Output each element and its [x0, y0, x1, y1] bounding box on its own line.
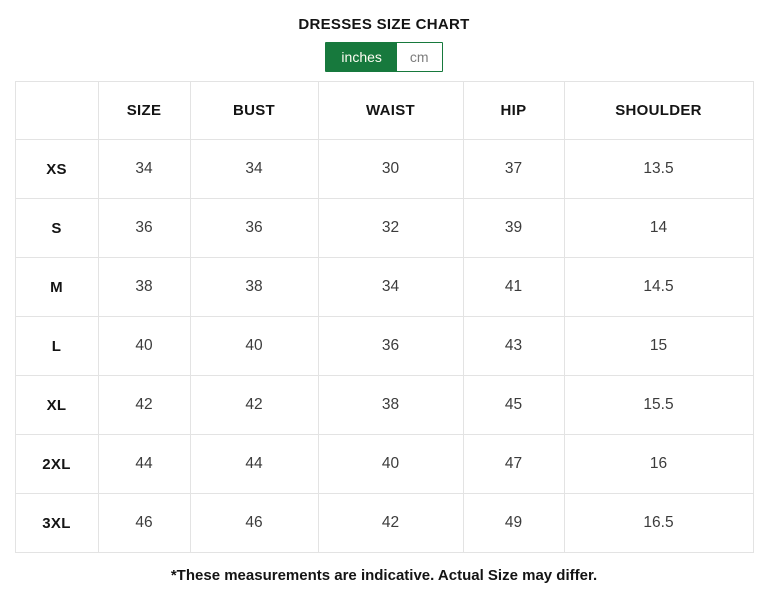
- row-label-l: L: [14, 316, 99, 376]
- disclaimer-footnote: *These measurements are indicative. Actu…: [170, 567, 598, 584]
- size-chart-table: SIZE BUST WAIST HIP SHOULDER XS 34 34 30 37 13.5 S…: [14, 81, 754, 553]
- measurement-cell: 47: [462, 434, 565, 494]
- row-label-2xl: 2XL: [14, 434, 99, 494]
- unit-toggle-wrapper: inches cm: [0, 42, 768, 72]
- measurement-cell: 46: [189, 493, 319, 553]
- measurement-cell: 42: [189, 375, 319, 435]
- measurement-cell: 13.5: [563, 139, 754, 199]
- measurement-cell: 43: [462, 316, 565, 376]
- row-label-xl: XL: [14, 375, 99, 435]
- measurement-cell: 39: [462, 198, 565, 258]
- measurement-cell: 42: [317, 493, 464, 553]
- measurement-cell: 16.5: [563, 493, 754, 553]
- page-title: DRESSES SIZE CHART: [298, 16, 470, 33]
- measurement-cell: 14.5: [563, 257, 754, 317]
- column-header-waist: WAIST: [317, 81, 464, 140]
- column-header-size: SIZE: [97, 81, 191, 140]
- table-row: XL 42 42 38 45 15.5: [14, 375, 754, 435]
- row-label-m: M: [14, 257, 99, 317]
- measurement-cell: 15: [563, 316, 754, 376]
- measurement-cell: 34: [317, 257, 464, 317]
- measurement-cell: 44: [97, 434, 191, 494]
- measurement-cell: 38: [97, 257, 191, 317]
- measurement-cell: 32: [317, 198, 464, 258]
- measurement-cell: 41: [462, 257, 565, 317]
- measurement-cell: 40: [189, 316, 319, 376]
- measurement-cell: 38: [317, 375, 464, 435]
- measurement-cell: 36: [189, 198, 319, 258]
- table-row: 2XL 44 44 40 47 16: [14, 434, 754, 494]
- header-row: SIZE BUST WAIST HIP SHOULDER: [14, 81, 754, 140]
- measurement-cell: 37: [462, 139, 565, 199]
- measurement-cell: 40: [317, 434, 464, 494]
- row-label-3xl: 3XL: [14, 493, 99, 553]
- measurement-cell: 42: [97, 375, 191, 435]
- measurement-cell: 49: [462, 493, 565, 553]
- measurement-cell: 45: [462, 375, 565, 435]
- measurement-cell: 34: [97, 139, 191, 199]
- measurement-cell: 14: [563, 198, 754, 258]
- table-row: S 36 36 32 39 14: [14, 198, 754, 258]
- measurement-cell: 30: [317, 139, 464, 199]
- column-header-bust: BUST: [189, 81, 319, 140]
- measurement-cell: 15.5: [563, 375, 754, 435]
- row-label-xs: XS: [14, 139, 99, 199]
- measurement-cell: 46: [97, 493, 191, 553]
- measurement-cell: 38: [189, 257, 319, 317]
- measurement-cell: 44: [189, 434, 319, 494]
- table-row: XS 34 34 30 37 13.5: [14, 139, 754, 199]
- measurement-cell: 16: [563, 434, 754, 494]
- measurement-cell: 36: [317, 316, 464, 376]
- column-header-shoulder: SHOULDER: [563, 81, 754, 140]
- column-header-hip: HIP: [462, 81, 565, 140]
- table-body: XS 34 34 30 37 13.5 S 36 36 32 39 14 M 38 38 34 41 14.5 L 4…: [14, 139, 754, 553]
- table-row: L 40 40 36 43 15: [14, 316, 754, 376]
- unit-toggle-inches-button[interactable]: inches: [326, 43, 397, 71]
- unit-toggle-cm-button[interactable]: cm: [396, 43, 442, 71]
- unit-toggle: inches cm: [325, 42, 443, 72]
- row-label-s: S: [14, 198, 99, 258]
- table-row: M 38 38 34 41 14.5: [14, 257, 754, 317]
- measurement-cell: 36: [97, 198, 191, 258]
- table-row: 3XL 46 46 42 49 16.5: [14, 493, 754, 553]
- measurement-cell: 34: [189, 139, 319, 199]
- corner-cell: [14, 81, 99, 140]
- measurement-cell: 40: [97, 316, 191, 376]
